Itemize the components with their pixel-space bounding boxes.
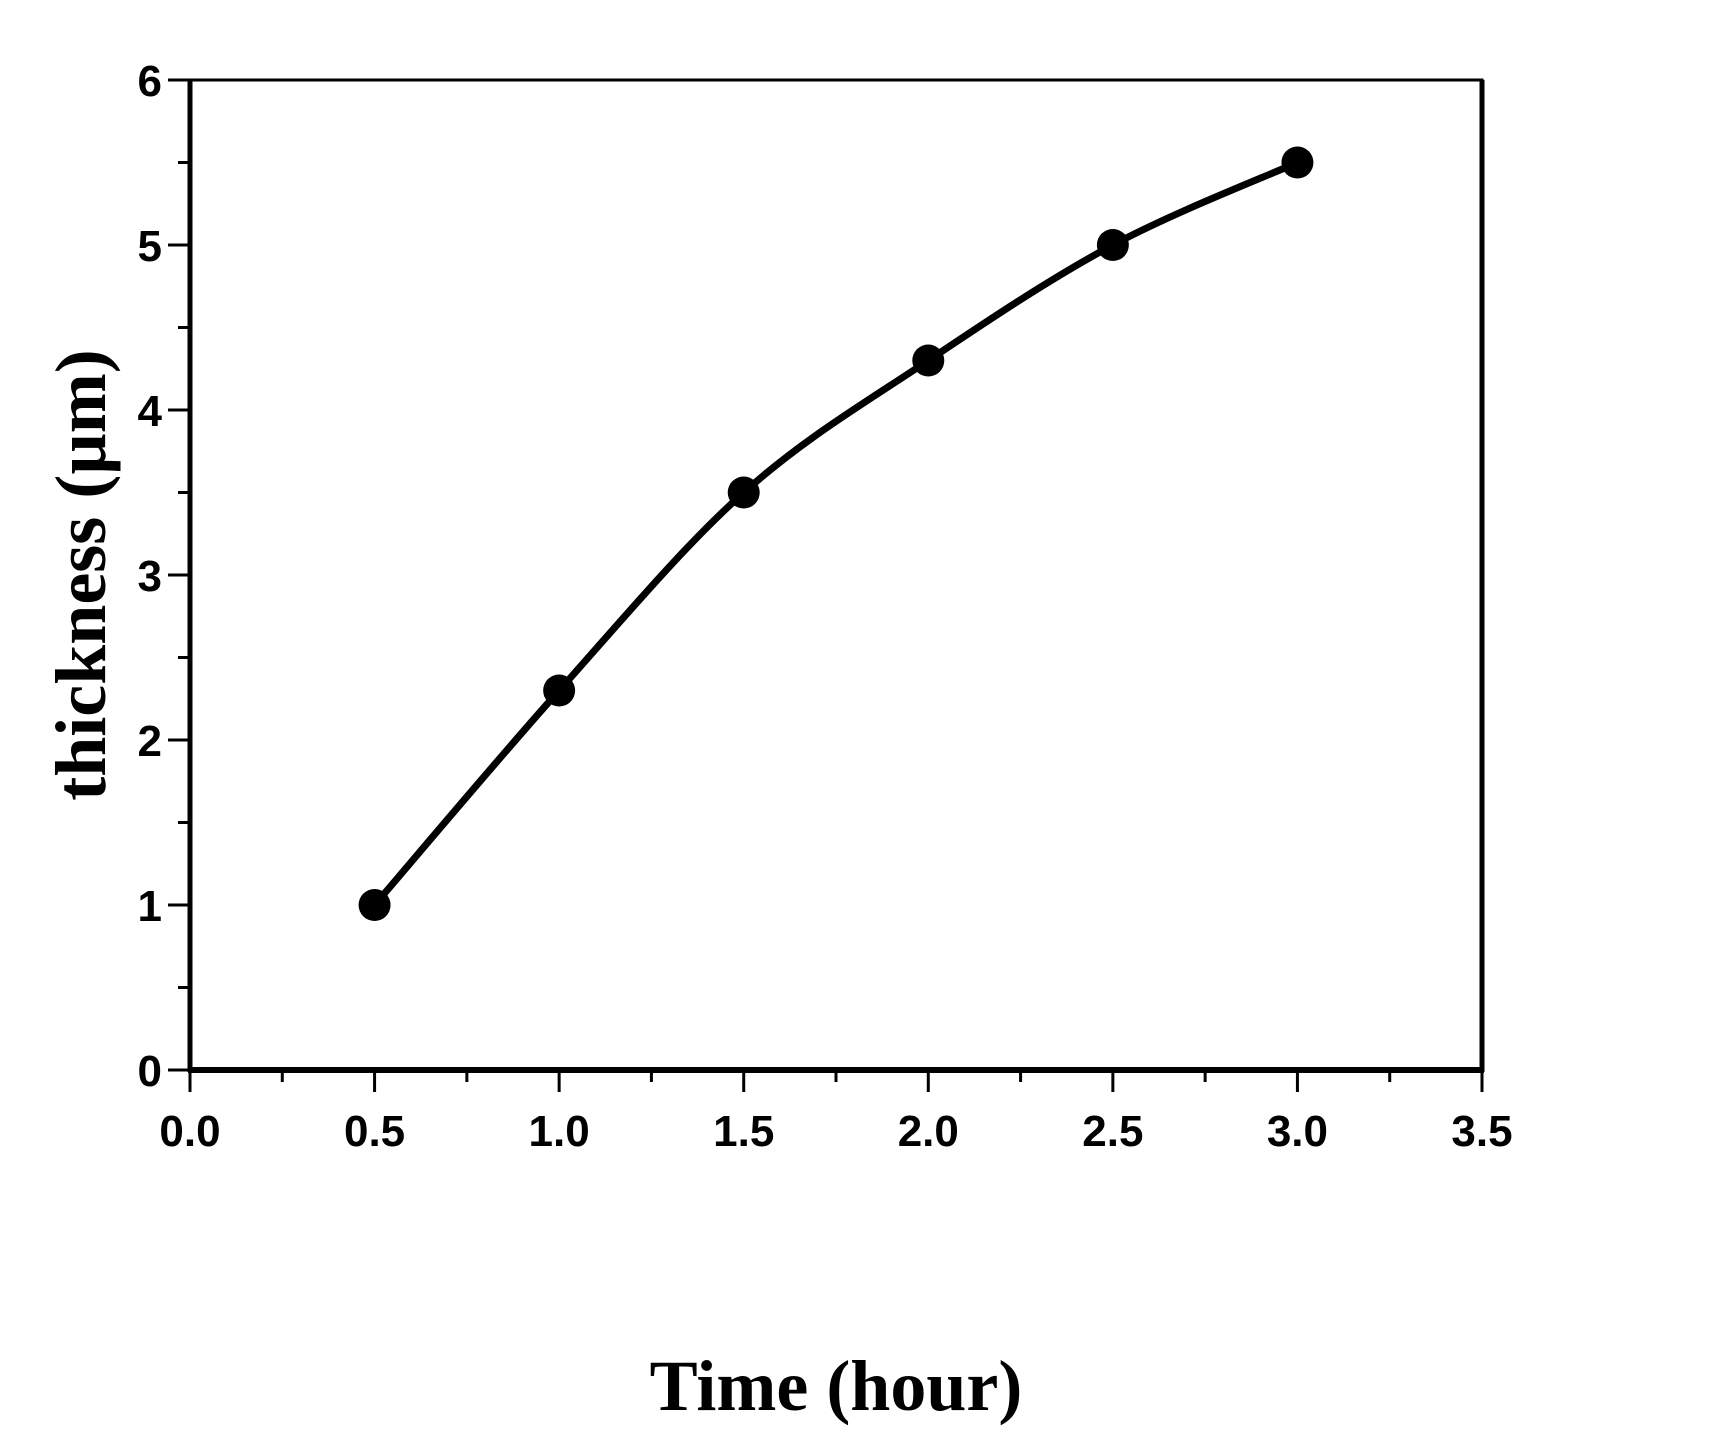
data-point-marker	[1281, 146, 1314, 179]
data-point-marker	[543, 674, 576, 707]
y-tick-label: 0	[138, 1047, 162, 1096]
x-tick-label: 0.0	[159, 1107, 220, 1156]
y-tick-label: 4	[138, 387, 163, 436]
x-tick-label: 0.5	[344, 1107, 405, 1156]
y-axis-ticks: 0 1 2 3 4 5 6	[138, 57, 190, 1096]
data-point-marker	[358, 889, 391, 921]
x-tick-label: 1.5	[713, 1107, 774, 1156]
x-tick-label: 1.0	[529, 1107, 590, 1156]
y-tick-label: 1	[138, 882, 162, 931]
series-line	[371, 159, 1299, 908]
y-tick-label: 2	[138, 717, 162, 766]
y-axis-title: thickness (µm)	[41, 349, 121, 800]
data-series	[358, 146, 1314, 921]
x-tick-label: 2.0	[898, 1107, 959, 1156]
x-tick-label: 2.5	[1082, 1107, 1143, 1156]
data-point-marker	[727, 476, 760, 509]
data-point-marker	[1096, 229, 1129, 261]
x-axis-ticks: 0.0 0.5 1.0 1.5 2.0 2.5 3.0 3.5	[159, 1070, 1513, 1156]
x-tick-label: 3.5	[1451, 1107, 1512, 1156]
plot-frame	[187, 78, 1485, 1073]
y-tick-label: 6	[138, 57, 162, 106]
x-tick-label: 3.0	[1267, 1107, 1328, 1156]
y-tick-label: 3	[138, 552, 162, 601]
data-point-marker	[912, 344, 945, 377]
y-tick-label: 5	[138, 222, 162, 271]
x-axis-title: Time (hour)	[650, 1346, 1023, 1426]
